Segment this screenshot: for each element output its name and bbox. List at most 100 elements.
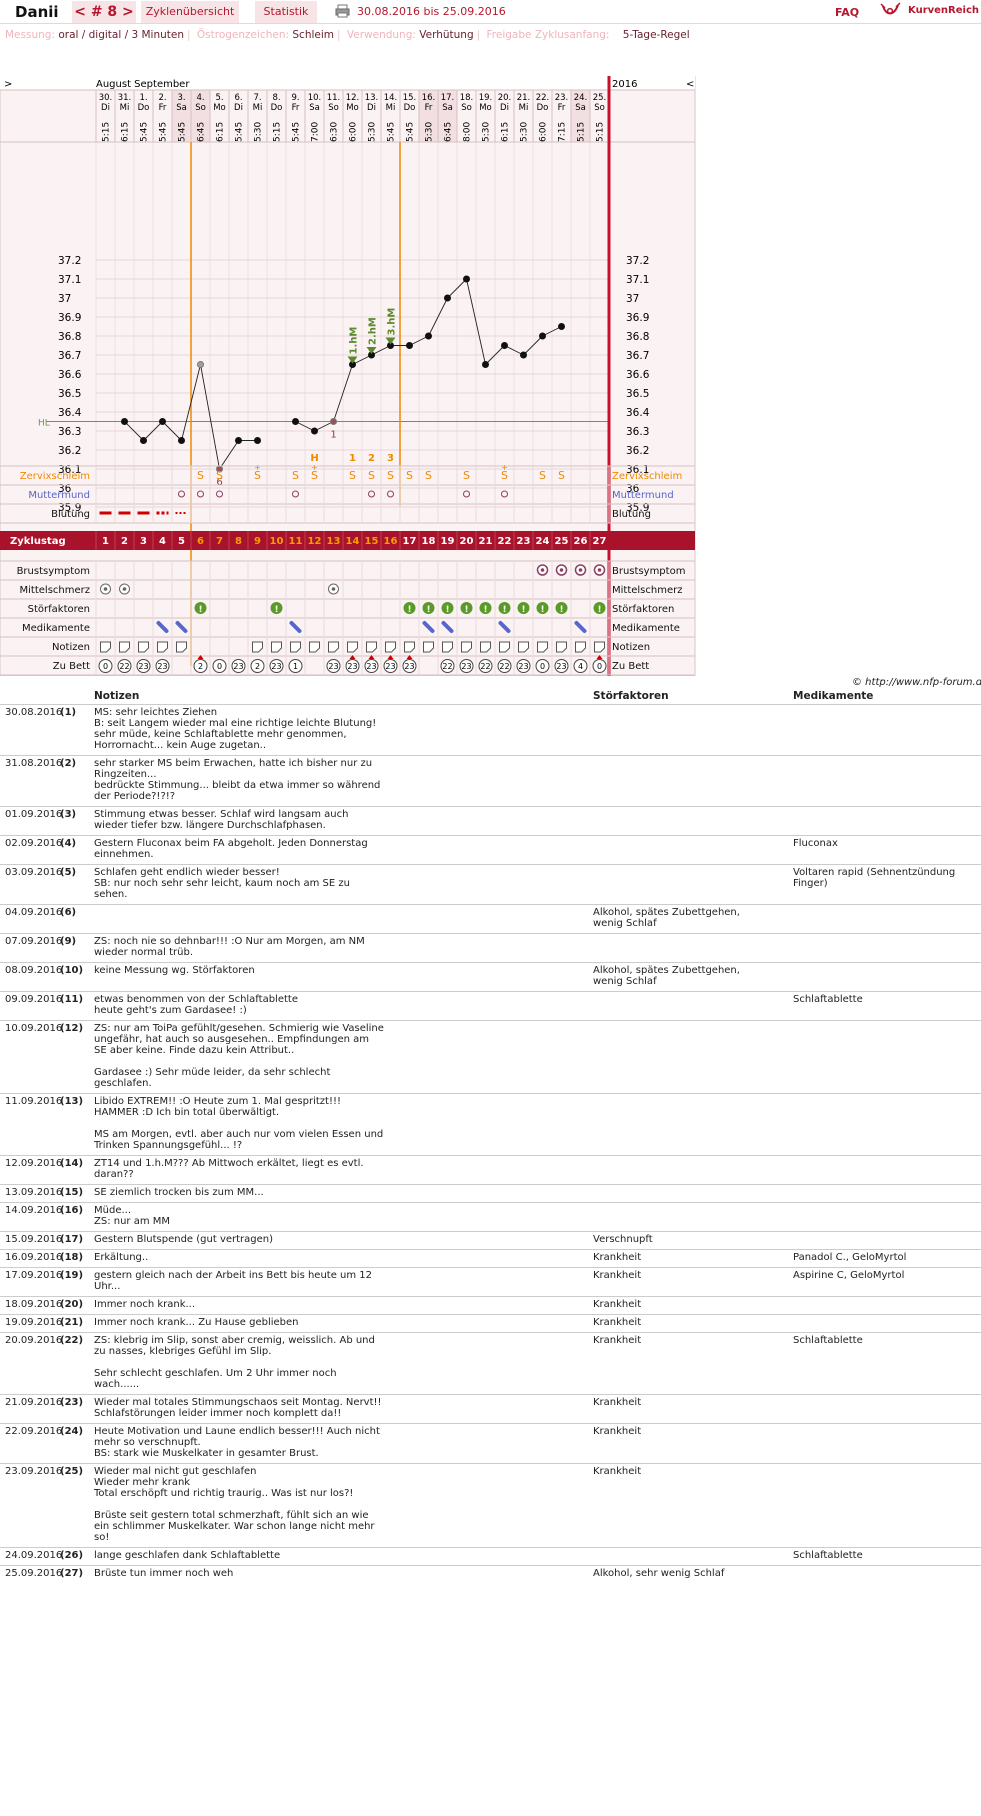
row-label-left: Muttermund — [28, 490, 90, 501]
note-stoerfaktoren-cell: Alkohol, spätes Zubettgehen, wenig Schla… — [593, 965, 793, 987]
note-stoerfaktoren: Alkohol, spätes Zubettgehen, wenig Schla… — [593, 965, 744, 987]
tab-zyklenuebersicht[interactable]: Zyklenübersicht — [141, 1, 239, 23]
weekday-label: Mi — [519, 103, 529, 113]
note-medikamente: Panadol C., GeloMyrtol — [793, 1252, 907, 1263]
notiz-icon — [594, 641, 605, 653]
temp-point — [254, 437, 261, 444]
note-text: SE ziemlich trocken bis zum MM... — [94, 1187, 264, 1198]
note-medikamente — [793, 1568, 981, 1579]
zyklustag-number: 8 — [235, 536, 242, 547]
note-medikamente — [793, 936, 981, 958]
tab-statistik[interactable]: Statistik — [255, 1, 317, 23]
temp-point — [311, 427, 318, 435]
note-cycle-day: (20) — [60, 1299, 84, 1310]
row-label-right: Brustsymptom — [612, 566, 685, 577]
note-stoerfaktoren: Krankheit — [593, 1466, 642, 1477]
note-stoerfaktoren: Krankheit — [593, 1397, 642, 1408]
note-text: Heute Motivation und Laune endlich besse… — [94, 1426, 380, 1459]
messung-label: Messung: — [5, 29, 55, 41]
bett-hour: 23 — [366, 662, 376, 671]
muttermund-icon — [501, 490, 508, 498]
note-text: lange geschlafen dank Schlaftablette — [94, 1550, 281, 1561]
row-label-right: Zervixschleim — [612, 471, 682, 482]
date-label: 22. — [536, 93, 550, 103]
note-text: Müde... ZS: nur am MM — [94, 1205, 171, 1227]
weekday-label: Do — [138, 103, 150, 113]
note-date: 01.09.2016 — [5, 809, 63, 820]
note-cycle-day: (18) — [60, 1252, 84, 1263]
notiz-icon — [138, 641, 149, 653]
weekday-label: Do — [271, 103, 283, 113]
verwendung-label: Verwendung: — [346, 29, 416, 41]
weekend-shade — [419, 90, 438, 142]
temp-tick-right: 36 — [626, 483, 640, 495]
row-label-right: Mittelschmerz — [612, 585, 682, 596]
temp-tick-left: 37.2 — [58, 255, 81, 267]
zervix-mark: S — [463, 469, 470, 482]
note-cycle-day: (15) — [60, 1187, 84, 1198]
stoerfaktor-icon-mark: ! — [559, 605, 563, 615]
notiz-icon — [176, 641, 187, 653]
bett-icon — [212, 659, 227, 673]
bett-hour: 23 — [138, 662, 148, 671]
note-cycle-day: (22) — [60, 1335, 84, 1346]
zervix-mark: S — [425, 469, 432, 482]
note-text-cell: gestern gleich nach der Arbeit ins Bett … — [94, 1270, 593, 1292]
note-text: Wieder mal totales Stimmungschaos seit M… — [94, 1397, 385, 1419]
note-date: 09.09.2016 — [5, 994, 63, 1005]
note-cycle-day: (1) — [60, 707, 77, 718]
medikament-icon — [574, 621, 587, 633]
bett-icon — [554, 659, 569, 673]
date-label: 15. — [403, 93, 417, 103]
bett-icon — [383, 659, 398, 673]
zervix-mark: S — [349, 469, 356, 482]
date-label: 14. — [384, 93, 398, 103]
bett-arrow — [368, 655, 375, 659]
note-stoerfaktoren-cell: Krankheit — [593, 1397, 793, 1419]
note-medikamente — [793, 809, 981, 831]
time-label: 5:45 — [140, 122, 150, 142]
zyklustag-number: 6 — [197, 536, 204, 547]
note-text: keine Messung wg. Störfaktoren — [94, 965, 255, 976]
cycle-chart: > August September 2016 <30.Di5:1531.Mi6:15… — [0, 76, 696, 676]
temp-point — [121, 418, 128, 425]
note-date: 13.09.2016 — [5, 1187, 63, 1198]
kurvenreich-logo[interactable]: KurvenReich — [880, 2, 979, 20]
note-stoerfaktoren-cell: Krankheit — [593, 1335, 793, 1390]
faq-link[interactable]: FAQ — [835, 6, 860, 19]
temp-tick-left: 36.8 — [58, 331, 81, 343]
time-label: 6:15 — [501, 122, 511, 142]
stoerfaktor-icon-mark: ! — [502, 605, 506, 615]
note-medikamente: Schlaftablette — [793, 994, 863, 1005]
hm-label: 1.hM — [349, 327, 360, 355]
bett-hour: 23 — [328, 662, 338, 671]
weekend-shade — [191, 90, 210, 142]
bett-icon — [326, 659, 341, 673]
zervix-mark: S — [216, 469, 223, 482]
note-stoerfaktoren-cell — [593, 1158, 793, 1180]
bett-hour: 23 — [271, 662, 281, 671]
date-label: 17. — [441, 93, 455, 103]
zyklustag-number: 2 — [121, 536, 128, 547]
note-text-cell — [94, 907, 593, 929]
note-text-cell: Gestern Blutspende (gut vertragen) — [94, 1234, 593, 1245]
note-text-cell: lange geschlafen dank Schlaftablette — [94, 1550, 593, 1561]
printer-icon[interactable] — [335, 4, 350, 18]
temp-tick-left: 37 — [58, 293, 71, 305]
temp-tick-right: 35.9 — [626, 502, 649, 514]
note-date: 21.09.2016 — [5, 1397, 63, 1408]
cycle-navigation[interactable]: < # 8 > — [72, 1, 136, 23]
note-text: ZS: nur am ToiPa gefühlt/gesehen. Schmie… — [94, 1023, 384, 1089]
medikament-icon — [175, 621, 188, 633]
note-stoerfaktoren: Krankheit — [593, 1270, 642, 1281]
bett-icon — [345, 659, 360, 673]
bett-icon — [535, 659, 550, 673]
weekday-label: Fr — [292, 103, 300, 113]
mittelschmerz-icon-dot — [331, 587, 336, 591]
weekend-shade — [438, 90, 457, 142]
notiz-icon — [499, 641, 510, 653]
temp-tick-right: 36.6 — [626, 369, 650, 381]
temp-line-segment — [352, 354, 372, 365]
time-label: 6:30 — [330, 122, 340, 142]
mittelschmerz-icon-dot — [103, 587, 108, 591]
